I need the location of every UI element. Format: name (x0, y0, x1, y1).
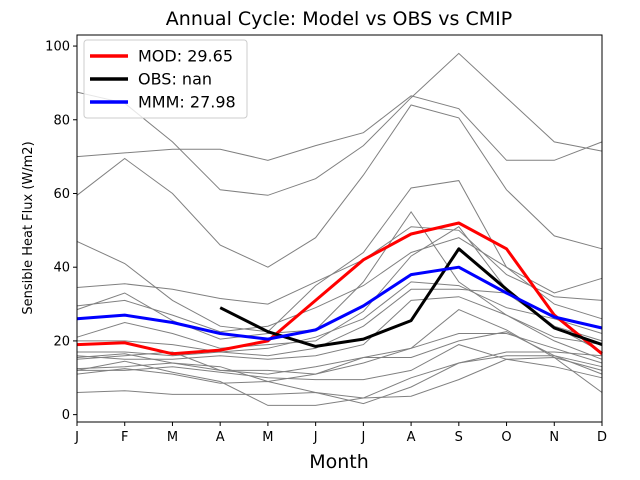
series-line-mod (76, 221, 603, 356)
cmip-model-line (76, 355, 603, 405)
legend-label-mmm: MMM: 27.98 (138, 93, 236, 112)
y-tick-label: 60 (53, 187, 70, 202)
x-tick-label: A (407, 430, 416, 445)
x-tick-label: A (216, 430, 225, 445)
y-axis: 0 20 40 60 80 100 (45, 40, 77, 423)
x-tick-label: J (360, 430, 365, 445)
cmip-model-line (76, 296, 603, 360)
y-tick-label: 0 (62, 408, 70, 423)
x-axis-label: Month (309, 451, 369, 473)
y-tick-label: 100 (45, 40, 70, 55)
x-tick-label: O (501, 430, 511, 445)
cmip-model-line (76, 52, 603, 196)
legend: MOD: 29.65 OBS: nan MMM: 27.98 (83, 39, 248, 119)
legend-label-obs: OBS: nan (138, 70, 212, 89)
chart-title: Annual Cycle: Model vs OBS vs CMIP (166, 8, 512, 30)
main-series-lines (76, 221, 603, 356)
cmip-model-line (76, 180, 603, 333)
cmip-model-line (76, 104, 603, 268)
cmip-model-line (77, 344, 603, 381)
x-tick-label: F (121, 430, 128, 445)
cmip-model-line (76, 356, 603, 406)
y-tick-label: 20 (53, 334, 70, 349)
x-tick-label: M (262, 430, 273, 445)
y-axis-label: Sensible Heat Flux (W/m2) (21, 141, 36, 314)
cmip-model-line (76, 226, 603, 305)
cmip-model-line (76, 211, 603, 346)
legend-box (83, 39, 248, 119)
cmip-model-line (76, 95, 603, 161)
x-tick-label: J (74, 430, 79, 445)
cmip-model-line (76, 351, 603, 399)
x-tick-label: M (167, 430, 178, 445)
x-tick-label: J (313, 430, 318, 445)
cmip-model-line (76, 331, 603, 383)
x-tick-label: N (549, 430, 559, 445)
cmip-model-line (76, 309, 603, 375)
legend-label-mod: MOD: 29.65 (138, 47, 233, 66)
y-tick-label: 40 (53, 261, 70, 276)
x-tick-label: S (455, 430, 463, 445)
series-line-mmm (76, 265, 603, 341)
x-tick-label: D (597, 430, 607, 445)
y-tick-label: 80 (53, 113, 70, 128)
cmip-model-line (77, 281, 603, 353)
plot-frame (76, 34, 603, 423)
cmip-model-line (76, 237, 603, 333)
